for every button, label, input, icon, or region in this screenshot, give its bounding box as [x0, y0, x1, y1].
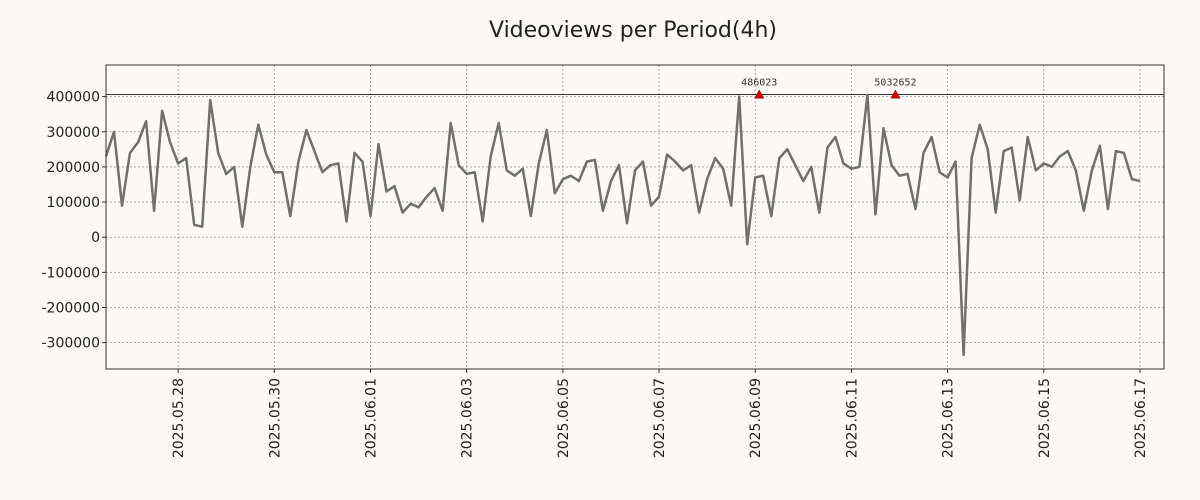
x-tick-label: 2025.06.09	[748, 378, 764, 458]
x-axis: 2025.05.28 2025.05.30 2025.06.01 2025.06.03…	[171, 369, 1149, 458]
y-axis: 400000 300000 200000 100000 0 -100000 -200000 -…	[42, 90, 106, 352]
y-tick-label: 200000	[47, 160, 100, 176]
x-tick-label: 2025.06.13	[941, 378, 957, 458]
y-tick-label: 0	[91, 230, 100, 246]
y-tick-label: -300000	[42, 336, 101, 352]
series-line	[104, 93, 1141, 357]
x-tick-label: 2025.06.07	[652, 378, 668, 458]
x-tick-label: 2025.06.05	[556, 378, 572, 458]
y-tick-label: -100000	[42, 265, 101, 281]
x-tick-label: 2025.06.11	[844, 378, 860, 458]
chart-title: Videoviews per Period(4h)	[489, 18, 777, 43]
x-tick-label: 2025.06.01	[364, 378, 380, 458]
x-tick-label: 2025.05.28	[171, 378, 187, 458]
x-tick-label: 2025.05.30	[267, 378, 283, 458]
x-tick-label: 2025.06.17	[1133, 378, 1149, 458]
y-tick-label: 100000	[47, 195, 100, 211]
y-tick-label: -200000	[42, 300, 101, 316]
peak-label: 486023	[741, 78, 777, 89]
peak-marker	[890, 89, 901, 99]
peak-marker	[754, 89, 765, 99]
peak-label: 5032652	[874, 78, 916, 89]
y-tick-label: 300000	[47, 125, 100, 141]
y-tick-label: 400000	[47, 90, 100, 106]
grid	[106, 65, 1164, 369]
x-tick-label: 2025.06.03	[460, 378, 476, 458]
plot-frame	[105, 64, 1165, 370]
annotations: 486023 5032652	[741, 78, 917, 99]
x-tick-label: 2025.06.15	[1037, 378, 1053, 458]
series-layer	[104, 93, 1164, 357]
